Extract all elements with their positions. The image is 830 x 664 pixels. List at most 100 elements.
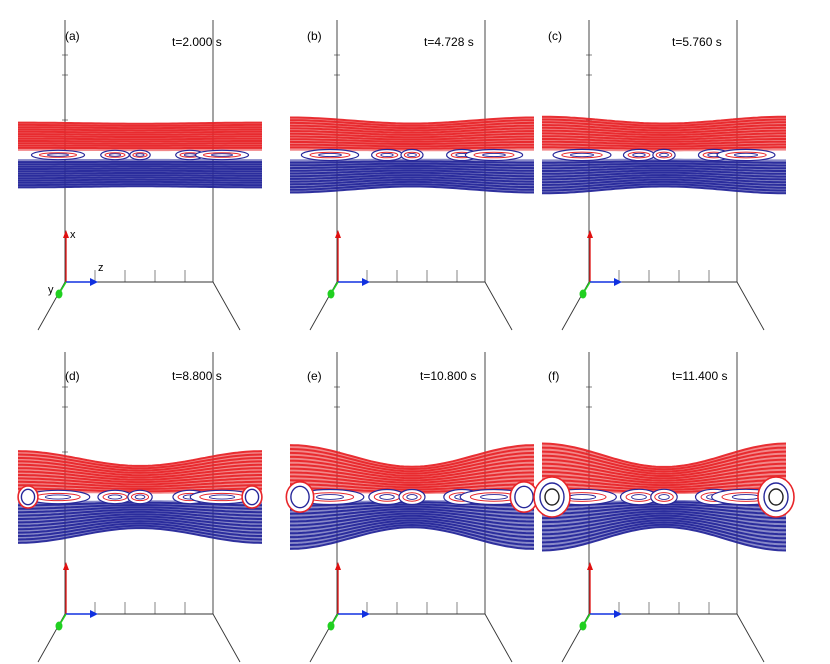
panel-e: (e) t=10.800 s [285, 352, 539, 663]
magnetic-island-contour [379, 494, 395, 500]
magnetic-island-contour [375, 151, 399, 159]
panel-label: (c) [548, 29, 562, 43]
lower-field-bundle [290, 499, 534, 549]
field-lines [289, 116, 535, 194]
magnetic-island-contour [132, 152, 148, 158]
y-axis-arrowhead [579, 621, 587, 631]
curled-end-loop [244, 488, 260, 506]
magnetic-island-contour [402, 492, 422, 502]
magnetic-island-contour [473, 151, 515, 159]
magnetic-island-contour [655, 151, 673, 159]
magnetic-island-contour [135, 153, 145, 157]
magnetic-island-contour [208, 494, 236, 500]
z-axis-arrowhead [614, 278, 622, 286]
x-axis-arrowhead [587, 230, 593, 238]
lower-field-bundle [542, 499, 786, 551]
y-axis-arrowhead [327, 621, 335, 631]
frame-edge [212, 613, 241, 663]
magnetic-island-contour [108, 153, 122, 157]
time-label: t=8.800 s [172, 369, 222, 383]
y-axis-label: y [48, 284, 54, 296]
magnetic-island-contour [403, 151, 421, 159]
z-axis-arrowhead [362, 278, 370, 286]
magnetic-island-contour [569, 152, 595, 158]
z-axis-arrowhead [362, 610, 370, 618]
upper-field-bundle [290, 445, 534, 495]
magnetic-island-contour [631, 494, 647, 500]
magnetic-island [552, 148, 612, 162]
x-axis-arrowhead [587, 562, 593, 570]
panel-a: (a) t=2.000 s x z y [18, 20, 262, 331]
x-axis-label: x [70, 229, 76, 241]
panel-b: (b) t=4.728 s [289, 20, 535, 331]
x-axis-arrowhead [63, 230, 69, 238]
magnetic-island [650, 488, 678, 506]
curled-end-loop [544, 488, 560, 506]
frame-edge [484, 613, 513, 663]
time-label: t=4.728 s [424, 35, 474, 49]
upper-field-bundle [18, 451, 262, 494]
magnetic-island-contour [407, 152, 417, 158]
z-axis-arrowhead [614, 610, 622, 618]
magnetic-island-contour [658, 494, 670, 500]
magnetic-island-contour [733, 152, 759, 158]
field-lines [17, 450, 263, 544]
upper-field-bundle [290, 117, 534, 152]
magnetic-island-contour [134, 494, 146, 500]
axis-triad [327, 562, 370, 631]
lower-field-bundle [542, 158, 786, 194]
magnetic-island-contour [659, 152, 669, 158]
field-lines [285, 444, 539, 550]
magnetic-island-contour [130, 492, 150, 502]
magnetic-island [129, 149, 151, 161]
field-lines [533, 442, 795, 552]
axis-triad [579, 562, 622, 631]
magnetic-island [652, 148, 676, 162]
magnetic-island [194, 149, 250, 161]
time-label: t=10.800 s [420, 369, 476, 383]
z-axis-label: z [98, 262, 104, 274]
magnetic-island-contour [104, 152, 126, 158]
panel-d: (d) t=8.800 s [17, 352, 263, 663]
magnetic-island-contour [632, 152, 646, 158]
y-axis-arrowhead [55, 621, 63, 631]
x-axis-arrowhead [335, 562, 341, 570]
magnetic-island-contour [318, 152, 342, 158]
magnetic-island [400, 148, 424, 162]
lower-field-bundle [290, 158, 534, 193]
magnetic-island-contour [406, 494, 418, 500]
frame-edge [212, 281, 241, 331]
magnetic-island-contour [561, 151, 603, 159]
frame-edge [736, 613, 765, 663]
x-axis-arrowhead [63, 562, 69, 570]
z-axis-arrowhead [90, 278, 98, 286]
magnetic-island-contour [309, 151, 351, 159]
panel-c: (c) t=5.760 s [541, 20, 787, 331]
axis-triad [327, 230, 370, 299]
curled-end-loop [20, 488, 36, 506]
magnetic-island [127, 489, 153, 505]
magnetic-island-contour [654, 492, 674, 502]
frame-edge [736, 281, 765, 331]
axis-triad [55, 562, 98, 631]
panel-f: (f) t=11.400 s [533, 352, 795, 663]
magnetic-island-contour [202, 152, 242, 158]
magnetic-island-contour [107, 494, 123, 500]
magnetic-island-contour [627, 151, 651, 159]
field-lines [541, 115, 787, 195]
curled-end-loop [539, 482, 565, 512]
curled-end-loop [290, 485, 310, 509]
axis-triad [579, 230, 622, 299]
curled-end-loop [763, 482, 789, 512]
field-lines [18, 121, 262, 189]
magnetic-island [464, 148, 524, 162]
y-axis-arrowhead [327, 289, 335, 299]
frame-edge [484, 281, 513, 331]
panel-label: (d) [65, 369, 80, 383]
panel-label: (e) [307, 369, 322, 383]
time-label: t=11.400 s [672, 369, 728, 383]
upper-field-bundle [18, 122, 262, 152]
panel-label: (f) [548, 369, 559, 383]
curled-end-loop [514, 485, 534, 509]
z-axis-arrowhead [90, 610, 98, 618]
